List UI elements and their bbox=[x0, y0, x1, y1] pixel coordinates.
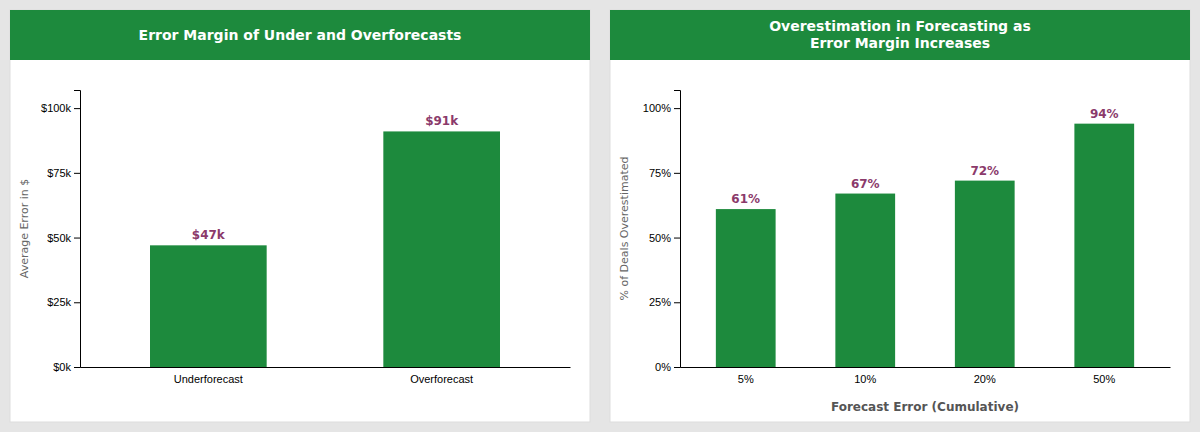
bar bbox=[716, 209, 776, 367]
y-tick-mark bbox=[674, 173, 680, 174]
x-tick: 20% bbox=[974, 373, 996, 385]
y-tick-label: 25% bbox=[649, 296, 671, 308]
y-tick: $0k bbox=[53, 361, 80, 373]
y-tick-label: $50k bbox=[47, 232, 71, 244]
data-label: $47k bbox=[192, 228, 226, 242]
y-tick-label: $75k bbox=[47, 167, 71, 179]
chart-title: Overestimation in Forecasting asError Ma… bbox=[769, 18, 1031, 51]
panel-background bbox=[10, 10, 590, 422]
title-band bbox=[10, 10, 590, 60]
panel-background bbox=[610, 10, 1190, 422]
y-tick: 100% bbox=[643, 102, 680, 114]
data-label: 61% bbox=[731, 192, 760, 206]
y-tick: 50% bbox=[649, 232, 680, 244]
plot: $0k $25k $50k $75k $100k Underforecast Overfor… bbox=[18, 91, 571, 385]
plot: 0% 25% 50% 75% 100% 5% 10% 20% 50% 61% 67% 72% 94% % … bbox=[618, 91, 1171, 415]
panel: Error Margin of Under and Overforecasts $… bbox=[10, 10, 590, 422]
y-tick-label: 50% bbox=[649, 232, 671, 244]
x-tick-label: 5% bbox=[738, 373, 754, 385]
bars bbox=[150, 131, 500, 367]
x-tick: 10% bbox=[854, 373, 876, 385]
y-tick-mark bbox=[74, 367, 80, 368]
x-tick: 50% bbox=[1093, 373, 1115, 385]
y-tick-mark bbox=[74, 238, 80, 239]
bars bbox=[716, 124, 1134, 367]
x-axis-line bbox=[81, 367, 571, 368]
bar bbox=[383, 131, 500, 367]
data-labels: 61% 67% 72% 94% bbox=[731, 107, 1118, 206]
x-tick: Underforecast bbox=[174, 373, 243, 385]
figure: Error Margin of Under and Overforecasts $… bbox=[0, 0, 1200, 432]
panel: Overestimation in Forecasting asError Ma… bbox=[610, 10, 1190, 422]
y-tick: $25k bbox=[47, 296, 80, 308]
y-tick: $75k bbox=[47, 167, 80, 179]
bar bbox=[150, 245, 267, 367]
y-tick: $50k bbox=[47, 232, 80, 244]
y-tick-mark bbox=[74, 108, 80, 109]
y-tick: 25% bbox=[649, 296, 680, 308]
y-tick-label: $0k bbox=[53, 361, 71, 373]
x-axis: 5% 10% 20% 50% bbox=[681, 368, 1171, 385]
x-tick: Overforecast bbox=[410, 373, 473, 385]
y-tick: 75% bbox=[649, 167, 680, 179]
y-tick-mark bbox=[74, 173, 80, 174]
y-tick: 0% bbox=[655, 361, 680, 373]
y-axis-line bbox=[74, 91, 81, 368]
y-tick-mark bbox=[674, 367, 680, 368]
y-tick-label: $25k bbox=[47, 296, 71, 308]
y-axis-title: % of Deals Overestimated bbox=[618, 157, 631, 301]
y-axis-line bbox=[674, 91, 681, 368]
x-tick-label: 20% bbox=[974, 373, 996, 385]
x-axis: Underforecast Overforecast bbox=[81, 368, 571, 385]
y-tick-mark bbox=[674, 302, 680, 303]
y-axis: $0k $25k $50k $75k $100k bbox=[41, 91, 80, 374]
x-axis-line bbox=[681, 367, 1171, 368]
y-axis: 0% 25% 50% 75% 100% bbox=[643, 91, 681, 374]
x-tick-label: 50% bbox=[1093, 373, 1115, 385]
x-tick-label: 10% bbox=[854, 373, 876, 385]
y-axis-title: Average Error in $ bbox=[18, 179, 31, 279]
x-tick-label: Overforecast bbox=[410, 373, 473, 385]
y-tick-label: 100% bbox=[643, 102, 671, 114]
x-axis-title: Forecast Error (Cumulative) bbox=[831, 400, 1019, 414]
y-tick-mark bbox=[674, 238, 680, 239]
x-tick: 5% bbox=[738, 373, 754, 385]
bar bbox=[955, 181, 1015, 367]
bar bbox=[835, 194, 895, 367]
x-tick-label: Underforecast bbox=[174, 373, 243, 385]
bar bbox=[1074, 124, 1134, 367]
data-label: $91k bbox=[425, 114, 459, 128]
y-tick-mark bbox=[674, 108, 680, 109]
data-labels: $47k $91k bbox=[192, 114, 459, 242]
y-tick-label: $100k bbox=[41, 102, 71, 114]
chart-title: Error Margin of Under and Overforecasts bbox=[139, 27, 462, 43]
y-tick-label: 75% bbox=[649, 167, 671, 179]
data-label: 94% bbox=[1090, 107, 1119, 121]
data-label: 72% bbox=[970, 164, 999, 178]
data-label: 67% bbox=[851, 177, 880, 191]
y-tick-mark bbox=[74, 302, 80, 303]
y-tick-label: 0% bbox=[655, 361, 671, 373]
title-band bbox=[610, 10, 1190, 60]
y-tick: $100k bbox=[41, 102, 80, 114]
